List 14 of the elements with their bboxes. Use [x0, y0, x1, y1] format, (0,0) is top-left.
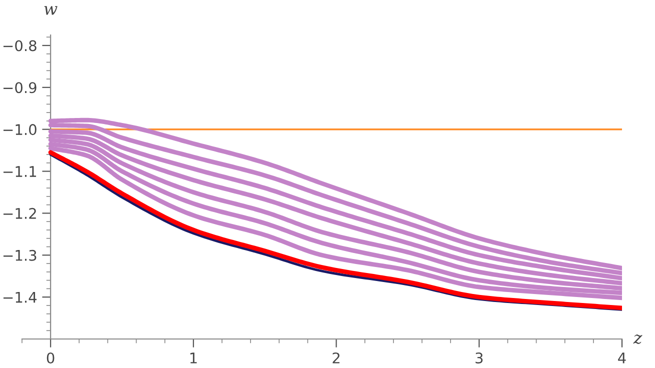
x-tick-label: 1 [190, 352, 197, 364]
y-tick-label: −0.8 [4, 40, 36, 52]
y-tick-label: −1.1 [4, 166, 36, 177]
y-tick-label: −1.2 [4, 208, 36, 219]
x-tick-label: 4 [618, 352, 626, 364]
y-tick-label: −1.0 [4, 124, 36, 136]
x-tick-label: 0 [46, 352, 54, 364]
y-axis-title: w [44, 6, 58, 15]
x-axis-title: z [633, 334, 642, 344]
y-tick-label: −1.4 [4, 292, 37, 303]
y-tick-label: −1.3 [4, 250, 36, 261]
x-tick-label: 3 [476, 352, 483, 364]
y-tick-label: −0.9 [4, 82, 36, 94]
x-tick-label: 2 [332, 352, 340, 364]
